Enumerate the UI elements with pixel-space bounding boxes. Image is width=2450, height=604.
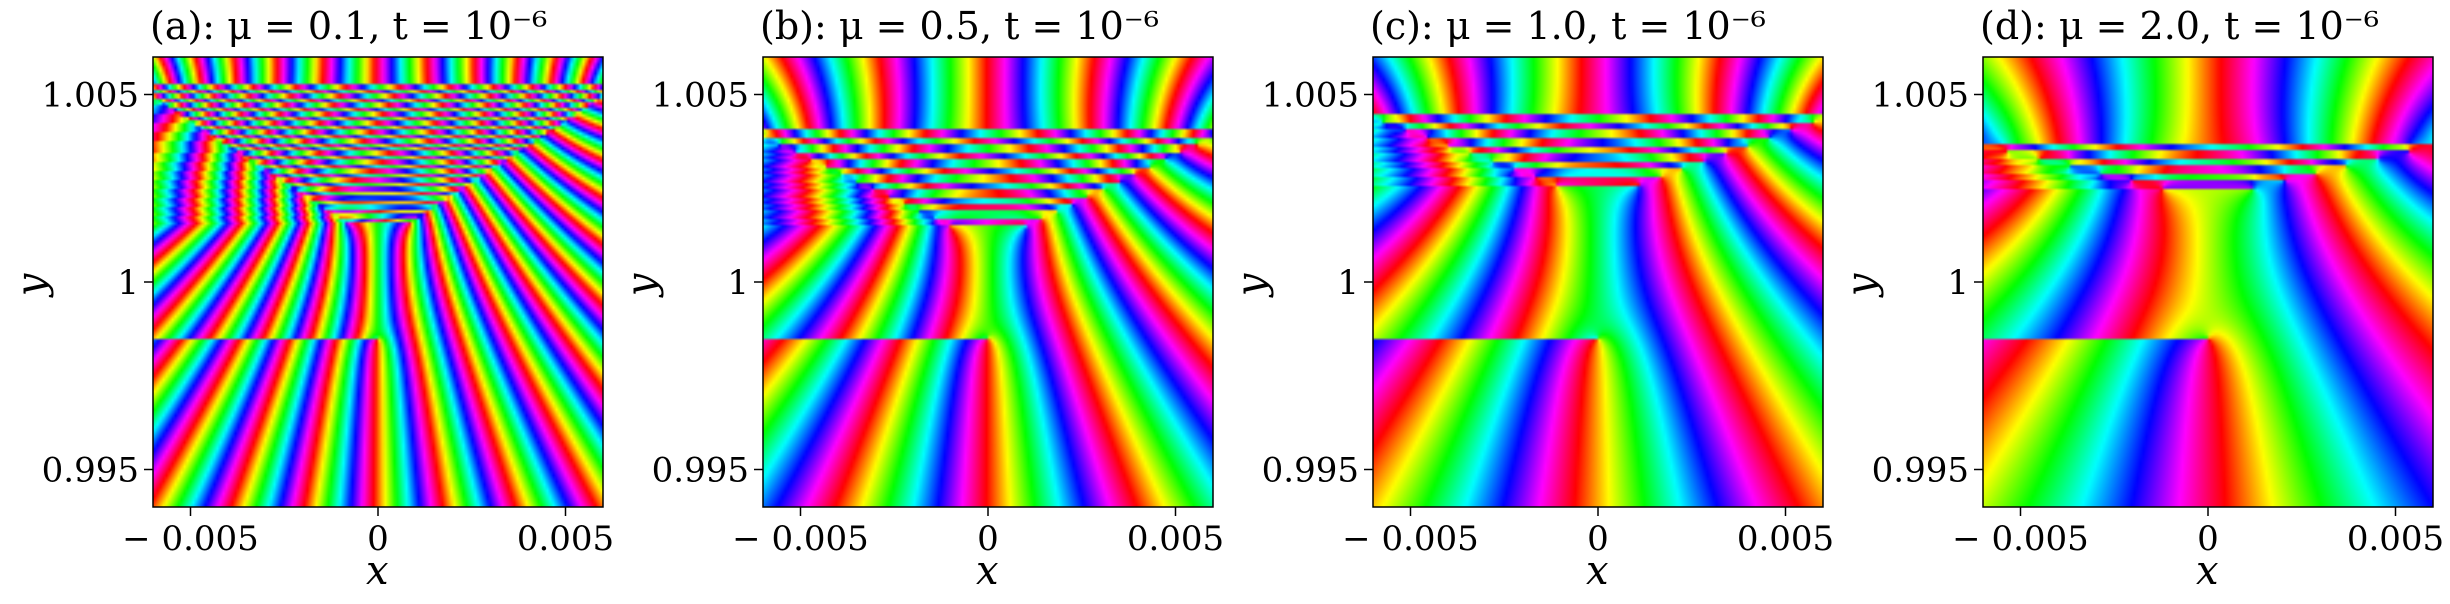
y-tick-label: 1.005: [1872, 76, 1969, 116]
x-tick-label: 0: [2197, 519, 2219, 559]
y-tick-label: 1.005: [1262, 76, 1359, 116]
y-tick-label: 0.995: [1262, 451, 1359, 491]
phase-heatmap: [1373, 57, 1823, 507]
plot-svg: − 0.005 0 0.005 1.005 1 0.995: [1872, 56, 2444, 559]
y-tick-label: 1: [1337, 263, 1359, 303]
y-tick-label: 1: [1947, 263, 1969, 303]
x-tick-label: 0: [1587, 519, 1609, 559]
x-tick-label: − 0.005: [1342, 519, 1479, 559]
y-tick-label: 0.995: [652, 451, 749, 491]
x-tick-label: 0.005: [517, 519, 614, 559]
x-tick-label: 0: [977, 519, 999, 559]
x-tick-label: − 0.005: [1952, 519, 2089, 559]
plot-svg: − 0.005 0 0.005 1.005 1 0.995: [652, 56, 1224, 559]
panel-title: (b): μ = 0.5, t = 10⁻⁶: [760, 4, 1160, 48]
x-tick-label: 0: [367, 519, 389, 559]
y-tick-label: 0.995: [1872, 451, 1969, 491]
phase-heatmap: [153, 57, 603, 507]
panel-title: (c): μ = 1.0, t = 10⁻⁶: [1370, 4, 1767, 48]
y-tick-label: 1: [117, 263, 139, 303]
panel-c: (c): μ = 1.0, t = 10⁻⁶ y x − 0.005 0 0.005…: [1228, 0, 1850, 604]
plot-svg: − 0.005 0 0.005 1.005 1 0.995: [1262, 56, 1834, 559]
y-tick-label: 1.005: [652, 76, 749, 116]
x-axis-label: x: [2196, 548, 2219, 594]
x-axis-label: x: [1586, 548, 1609, 594]
x-axis-label: x: [976, 548, 999, 594]
y-tick-label: 1: [727, 263, 749, 303]
x-tick-label: − 0.005: [732, 519, 869, 559]
phase-heatmap: [1983, 57, 2433, 507]
phase-heatmap: [763, 57, 1213, 507]
x-tick-label: 0.005: [1127, 519, 1224, 559]
panel-a: (a): μ = 0.1, t = 10⁻⁶ y x − 0.005 0 0.005…: [8, 0, 630, 604]
x-tick-label: 0.005: [2347, 519, 2444, 559]
panel-b: (b): μ = 0.5, t = 10⁻⁶ y x − 0.005 0 0.005…: [618, 0, 1240, 604]
y-tick-label: 1.005: [42, 76, 139, 116]
panel-title: (d): μ = 2.0, t = 10⁻⁶: [1980, 4, 2380, 48]
plot-svg: − 0.005 0 0.005 1.005 1 0.995: [42, 56, 614, 559]
x-tick-label: − 0.005: [122, 519, 259, 559]
x-tick-label: 0.005: [1737, 519, 1834, 559]
x-axis-label: x: [366, 548, 389, 594]
panel-d: (d): μ = 2.0, t = 10⁻⁶ y x − 0.005 0 0.005…: [1838, 0, 2450, 604]
y-tick-label: 0.995: [42, 451, 139, 491]
panel-title: (a): μ = 0.1, t = 10⁻⁶: [150, 4, 548, 48]
